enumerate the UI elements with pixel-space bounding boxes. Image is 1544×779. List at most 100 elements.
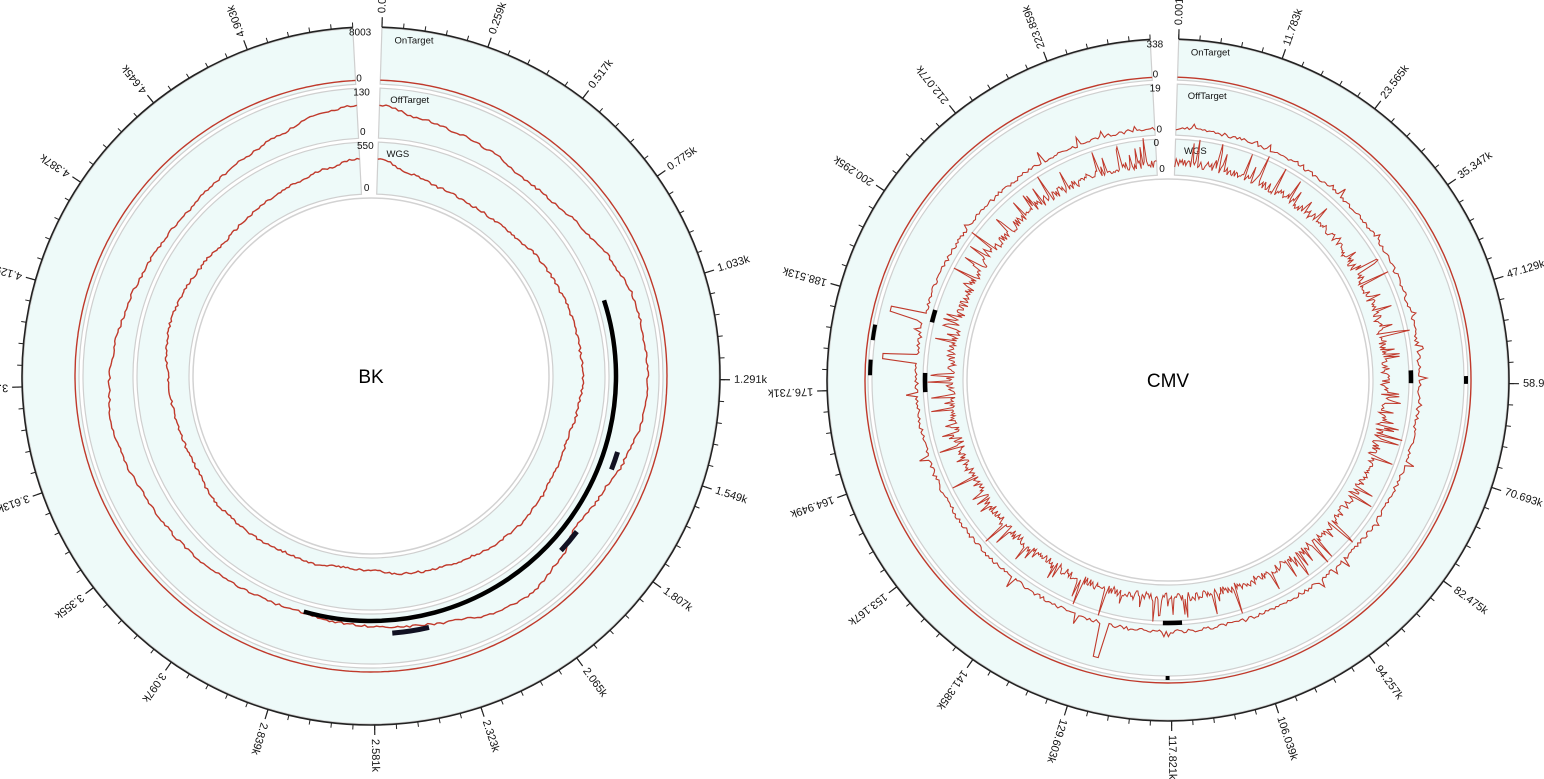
minor-tick — [1294, 696, 1298, 702]
minor-tick — [539, 680, 544, 686]
major-tick — [25, 276, 36, 281]
minor-tick — [186, 673, 190, 679]
center-label: BK — [358, 367, 384, 388]
track-band-offtarget — [82, 87, 660, 665]
minor-tick — [30, 471, 36, 475]
major-tick — [1374, 100, 1382, 110]
minor-tick — [906, 602, 911, 607]
tick-label: 176.731k — [767, 385, 813, 398]
track-label-offtarget: OffTarget — [390, 95, 429, 106]
coverage-line-wgs — [164, 157, 585, 576]
minor-tick — [558, 669, 562, 675]
minor-tick — [54, 216, 60, 221]
minor-tick — [1390, 118, 1395, 123]
major-tick — [1447, 178, 1457, 186]
tick-label: 3.871k — [0, 381, 8, 394]
track-label-wgs: WGS — [386, 149, 409, 160]
minor-tick — [639, 598, 644, 603]
track-max-label: 550 — [357, 141, 374, 152]
tick-label: 117.821k — [1166, 735, 1178, 779]
minor-tick — [688, 230, 694, 234]
coverage-line-wgs — [927, 138, 1410, 622]
minor-tick — [1351, 667, 1355, 672]
minor-tick — [330, 24, 332, 30]
major-tick — [165, 661, 172, 671]
track-band-ontarget — [827, 39, 1509, 721]
minor-tick — [708, 464, 714, 467]
minor-tick — [225, 693, 229, 699]
minor-tick — [1475, 526, 1481, 530]
genome-axis — [21, 26, 721, 726]
major-tick — [1368, 655, 1376, 664]
track-max-label: 0 — [1153, 138, 1159, 149]
minor-tick — [1220, 38, 1223, 44]
minor-tick — [466, 35, 470, 41]
minor-tick — [1357, 92, 1361, 97]
tick-label: 153.167k — [846, 591, 890, 628]
minor-tick — [664, 563, 670, 567]
minor-tick — [102, 144, 108, 149]
major-tick — [1063, 705, 1068, 716]
minor-tick — [849, 243, 855, 247]
minor-tick — [88, 161, 94, 166]
minor-tick — [1385, 642, 1390, 647]
minor-tick — [117, 128, 122, 133]
major-tick — [264, 709, 269, 720]
minor-tick — [459, 713, 462, 719]
minor-tick — [593, 644, 598, 649]
coverage-line-ontarget — [864, 76, 1472, 684]
minor-tick — [64, 197, 70, 202]
genome-axis — [826, 38, 1510, 722]
minor-tick — [1213, 717, 1215, 723]
minor-tick — [920, 618, 925, 623]
minor-tick — [697, 250, 703, 254]
tick-label: 106.039k — [1274, 715, 1300, 762]
minor-tick — [1506, 340, 1512, 342]
track-min-label: 0 — [1153, 69, 1159, 80]
tick-label: 1.807k — [661, 585, 695, 614]
tick-label: 2.323k — [480, 719, 502, 755]
minor-tick — [1045, 698, 1048, 704]
track-min-label: 0 — [360, 127, 366, 138]
tick-label: 2.839k — [248, 721, 269, 757]
minor-tick — [675, 544, 681, 549]
region-bar — [559, 530, 579, 553]
tick-label: 47.129k — [1505, 258, 1544, 281]
major-tick — [576, 657, 584, 667]
minor-tick — [1128, 718, 1130, 724]
minor-tick — [1420, 148, 1426, 153]
minor-tick — [858, 224, 864, 228]
minor-tick — [500, 699, 504, 705]
tick-label: 4.387k — [38, 151, 73, 180]
tick-label: 82.475k — [1451, 584, 1490, 617]
tick-label: 0.259k — [487, 0, 510, 36]
minor-tick — [1025, 690, 1029, 696]
minor-tick — [205, 62, 209, 68]
tick-label: 11.783k — [1281, 7, 1305, 48]
minor-tick — [716, 422, 722, 424]
major-tick — [966, 659, 974, 669]
track-max-label: 19 — [1150, 83, 1162, 94]
track-max-label: 338 — [1147, 39, 1164, 50]
minor-tick — [1314, 687, 1318, 693]
minor-tick — [445, 30, 448, 36]
region-mark — [870, 324, 878, 341]
major-tick — [582, 90, 590, 99]
minor-tick — [1416, 613, 1421, 618]
minor-tick — [835, 473, 841, 476]
coverage-line-offtarget — [107, 104, 650, 629]
minor-tick — [117, 619, 123, 625]
tick-label: 4.903k — [225, 3, 248, 39]
minor-tick — [868, 205, 874, 210]
minor-tick — [710, 292, 716, 295]
minor-tick — [1085, 43, 1088, 49]
minor-tick — [609, 629, 614, 635]
region-bar — [392, 624, 430, 636]
minor-tick — [643, 155, 649, 160]
tick-label: 4.645k — [119, 62, 149, 96]
minor-tick — [598, 107, 604, 113]
minor-tick — [25, 299, 31, 302]
minor-tick — [829, 305, 836, 308]
major-tick — [656, 170, 666, 177]
minor-tick — [1458, 199, 1464, 203]
